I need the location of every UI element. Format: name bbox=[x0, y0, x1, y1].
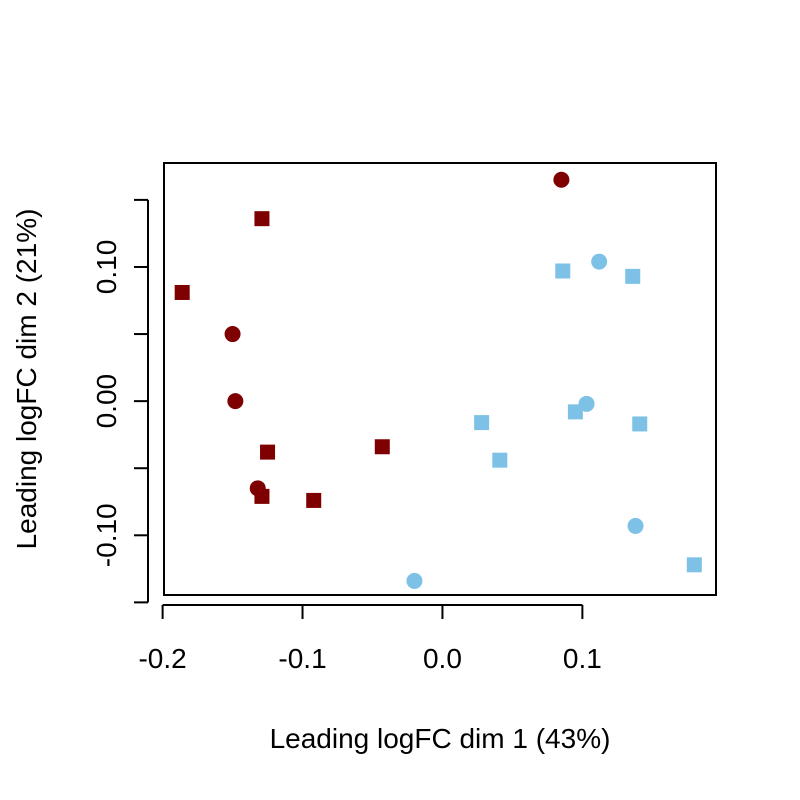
data-point-square bbox=[254, 211, 270, 227]
y-axis: -0.10 0.00 0.10 Leading logFC dim 2 (21%) bbox=[11, 198, 149, 604]
y-tick-label: 0.00 bbox=[91, 374, 122, 429]
data-point-circle bbox=[591, 253, 608, 270]
data-point-square bbox=[374, 439, 390, 455]
x-axis: -0.2 -0.1 0.0 0.1 Leading logFC dim 1 (43%) bbox=[138, 604, 611, 754]
data-point-square bbox=[254, 488, 270, 504]
x-tick-label: -0.1 bbox=[278, 643, 326, 674]
data-point-square bbox=[555, 263, 571, 279]
plot-box bbox=[163, 162, 717, 596]
series-dark-red-squares bbox=[174, 211, 390, 508]
y-tick-label: 0.10 bbox=[91, 240, 122, 295]
y-ticks: -0.10 0.00 0.10 bbox=[91, 198, 148, 604]
data-point-square bbox=[260, 444, 276, 460]
data-point-circle bbox=[627, 517, 644, 534]
data-point-circle bbox=[406, 572, 423, 589]
data-point-circle bbox=[224, 326, 241, 343]
data-point-square bbox=[625, 268, 641, 284]
y-axis-label: Leading logFC dim 2 (21%) bbox=[11, 209, 42, 550]
x-ticks: -0.2 -0.1 0.0 0.1 bbox=[138, 605, 602, 674]
data-point-square bbox=[632, 416, 648, 432]
series-light-blue-squares bbox=[474, 263, 702, 573]
series-light-blue-circles bbox=[406, 253, 644, 589]
data-point-square bbox=[474, 415, 490, 431]
data-point-square bbox=[306, 492, 322, 508]
data-point-circle bbox=[553, 171, 570, 188]
data-point-square bbox=[492, 452, 508, 468]
data-point-square bbox=[567, 404, 583, 420]
x-axis-label: Leading logFC dim 1 (43%) bbox=[270, 723, 611, 754]
data-point-circle bbox=[227, 393, 244, 410]
series-dark-red-circles bbox=[224, 171, 570, 497]
x-tick-label: -0.2 bbox=[138, 643, 186, 674]
data-point-square bbox=[174, 284, 190, 300]
data-points bbox=[174, 171, 702, 589]
x-tick-label: 0.1 bbox=[563, 643, 602, 674]
y-tick-label: -0.10 bbox=[91, 503, 122, 567]
data-point-square bbox=[686, 557, 702, 573]
x-tick-label: 0.0 bbox=[423, 643, 462, 674]
